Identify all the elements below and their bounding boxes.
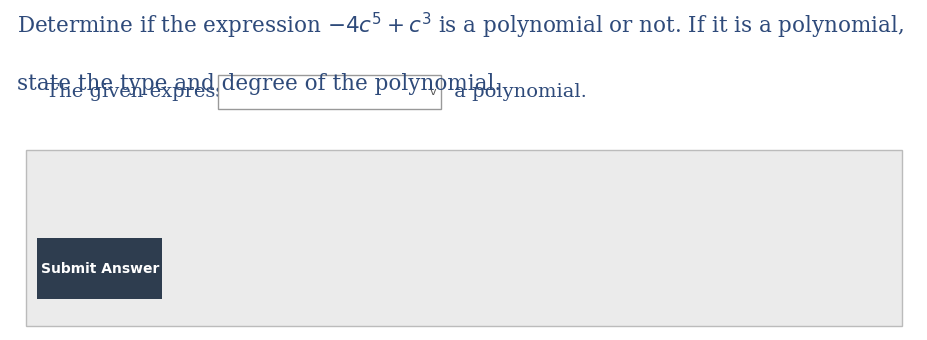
Text: Determine if the expression $-4c^5 + c^3$ is a polynomial or not. If it is a pol: Determine if the expression $-4c^5 + c^3… (17, 11, 903, 41)
Text: state the type and degree of the polynomial.: state the type and degree of the polynom… (17, 73, 501, 95)
Text: The given expression: The given expression (46, 83, 256, 101)
FancyBboxPatch shape (218, 75, 440, 109)
Text: v: v (429, 87, 437, 97)
FancyBboxPatch shape (37, 238, 162, 299)
FancyBboxPatch shape (26, 150, 901, 326)
Text: Submit Answer: Submit Answer (41, 261, 159, 276)
Text: a polynomial.: a polynomial. (448, 83, 587, 101)
